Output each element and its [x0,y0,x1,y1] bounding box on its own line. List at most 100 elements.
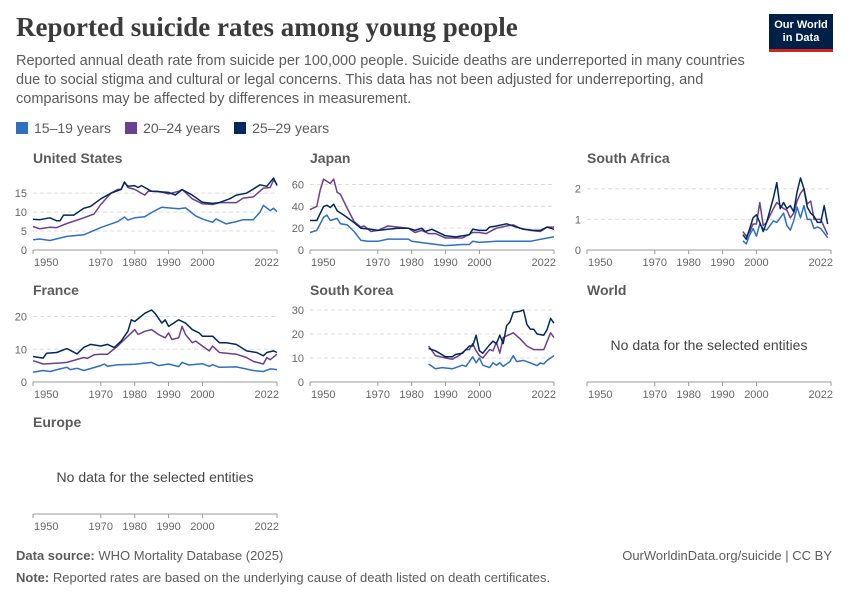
x-tick-label: 1970 [89,521,113,533]
x-tick-label: 1950 [34,389,58,401]
x-tick-label: 1990 [156,257,180,269]
series-line-25-29[interactable] [742,177,829,241]
x-tick-label: 1990 [433,389,457,401]
logo-line-1: Our World [774,19,828,31]
series-line-15-19[interactable] [428,354,555,370]
panel-title: Japan [310,150,350,166]
x-tick-label: 1980 [122,257,146,269]
y-tick-label: 0 [21,377,27,389]
panel-south-korea: South Korea 1950 1970 1980 1990 2000 2022 0 10 20… [292,282,556,401]
series-line-25-29[interactable] [32,309,278,359]
x-tick-label: 2000 [190,257,214,269]
x-tick-label: 2000 [467,257,491,269]
y-tick-label: 0 [298,245,304,257]
x-tick-label: 2000 [190,521,214,533]
legend-item-25-29[interactable]: 25–29 years [234,120,329,136]
series-line-25-29[interactable] [428,309,555,358]
x-tick-label: 2022 [255,389,279,401]
x-tick-label: 1970 [366,389,390,401]
x-tick-label: 2022 [809,389,833,401]
x-tick-label: 1980 [399,257,423,269]
y-tick-label: 20 [292,329,304,341]
x-tick-label: 1990 [433,257,457,269]
x-tick-label: 1990 [156,389,180,401]
y-tick-label: 1 [575,214,581,226]
x-tick-label: 2022 [809,257,833,269]
owid-logo[interactable]: Our World in Data [769,14,833,52]
no-data-message: No data for the selected entities [611,337,808,353]
legend-label: 25–29 years [252,120,330,136]
x-tick-label: 1970 [643,389,667,401]
panel-europe: Europe 1950 1970 1980 1990 2000 2022 No data fo… [32,414,279,533]
series-line-25-29[interactable] [32,177,278,222]
x-tick-label: 1970 [89,257,113,269]
x-tick-label: 2000 [190,389,214,401]
panel-world: World 1950 1970 1980 1990 2000 2022 No data for… [586,282,833,401]
legend-label: 20–24 years [143,120,221,136]
series-line-25-29[interactable] [310,203,555,238]
panel-japan: Japan 1950 1970 1980 1990 2000 2022 0 20 40 60 [292,150,556,269]
x-tick-label: 1950 [34,257,58,269]
x-tick-label: 1980 [399,389,423,401]
x-tick-label: 1980 [122,389,146,401]
x-tick-label: 2022 [255,521,279,533]
series-line-20-24[interactable] [32,325,278,365]
panel-title: United States [33,150,123,166]
legend-item-15-19[interactable]: 15–19 years [16,120,111,136]
y-tick-label: 20 [292,223,304,235]
legend-swatch [234,122,247,134]
x-tick-label: 1990 [710,389,734,401]
y-tick-label: 5 [21,226,27,238]
series-line-20-24[interactable] [427,332,555,360]
panel-title: South Africa [587,150,670,166]
x-tick-label: 2000 [744,389,768,401]
legend-swatch [125,122,138,134]
y-tick-label: 2 [575,184,581,196]
source-link[interactable]: WHO Mortality Database (2025) [98,548,284,563]
series-line-15-19[interactable] [742,204,829,245]
panel-united-states: United States 1950 1970 1980 1990 2000 2022 0 5 1… [15,150,279,269]
subtitle: Reported annual death rate from suicide … [16,53,745,107]
series-line-20-24[interactable] [742,187,829,237]
y-tick-label: 60 [292,180,304,192]
source-url[interactable]: OurWorldinData.org/suicide | CC BY [622,548,832,563]
y-tick-label: 0 [298,377,304,389]
panel-south-africa: South Africa 1950 1970 1980 1990 2000 2022 0 1 2 [575,150,833,269]
y-tick-label: 10 [292,353,304,365]
legend-label: 15–19 years [34,120,112,136]
panel-title: South Korea [310,282,393,298]
x-tick-label: 1990 [710,257,734,269]
data-source: Data source: WHO Mortality Database (202… [16,548,283,563]
panel-france: France 1950 1970 1980 1990 2000 2022 0 10 20 [15,282,279,401]
logo-line-2: in Data [782,32,820,44]
note-label: Note: [16,570,50,585]
x-tick-label: 2000 [467,389,491,401]
x-tick-label: 1980 [676,257,700,269]
series-line-15-19[interactable] [309,214,555,247]
legend-swatch [16,122,28,134]
x-tick-label: 1980 [122,521,146,533]
y-tick-label: 0 [575,245,581,257]
x-tick-label: 1980 [676,389,700,401]
x-tick-label: 1950 [34,521,58,533]
page-title: Reported suicide rates among young peopl… [16,12,518,42]
x-tick-label: 1970 [366,257,390,269]
y-tick-label: 30 [292,305,304,317]
x-tick-label: 1950 [311,257,335,269]
no-data-message: No data for the selected entities [57,469,254,485]
x-tick-label: 1970 [89,389,113,401]
legend-item-20-24[interactable]: 20–24 years [125,120,220,136]
x-tick-label: 1950 [588,389,612,401]
series-line-15-19[interactable] [32,361,278,373]
y-tick-label: 10 [15,344,27,356]
y-tick-label: 20 [15,312,27,324]
series-line-15-19[interactable] [32,204,278,242]
x-tick-label: 2000 [744,257,768,269]
x-tick-label: 1990 [156,521,180,533]
y-tick-label: 0 [21,245,27,257]
panel-title: France [33,282,79,298]
series-line-20-24[interactable] [32,179,278,230]
x-tick-label: 2022 [532,389,556,401]
